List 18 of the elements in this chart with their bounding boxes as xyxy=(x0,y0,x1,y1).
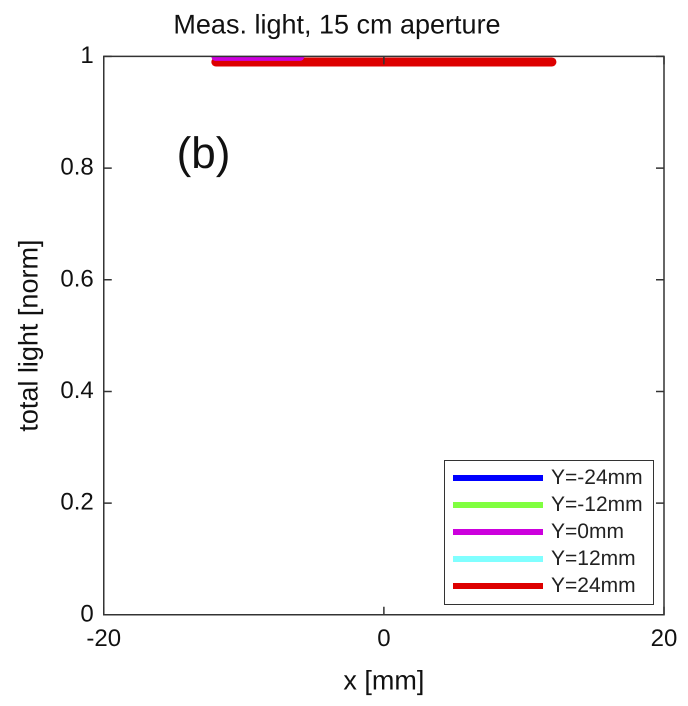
legend-label: Y=-12mm xyxy=(551,493,643,518)
x-tick-label: 20 xyxy=(650,624,678,652)
y-tick-label: 0.6 xyxy=(60,265,94,292)
annotation: (b) xyxy=(176,128,230,179)
y-tick-label: 1 xyxy=(80,42,94,70)
y-tick-label: 0.4 xyxy=(60,377,94,404)
y-tick-label: 0.2 xyxy=(60,488,94,516)
legend-label: Y=12mm xyxy=(551,547,636,572)
y-tick-label: 0 xyxy=(80,600,94,628)
x-tick-label: -20 xyxy=(86,624,122,652)
chart-title: Meas. light, 15 cm aperture xyxy=(173,10,501,40)
y-tick-label: 0.8 xyxy=(60,154,94,181)
legend-label: Y=-24mm xyxy=(551,466,643,490)
legend-label: Y=24mm xyxy=(551,574,636,598)
y-axis-title: total light [norm] xyxy=(14,240,44,432)
x-tick-label: 0 xyxy=(377,624,391,652)
legend-label: Y=0mm xyxy=(551,520,624,544)
x-axis-title: x [mm] xyxy=(343,665,424,696)
